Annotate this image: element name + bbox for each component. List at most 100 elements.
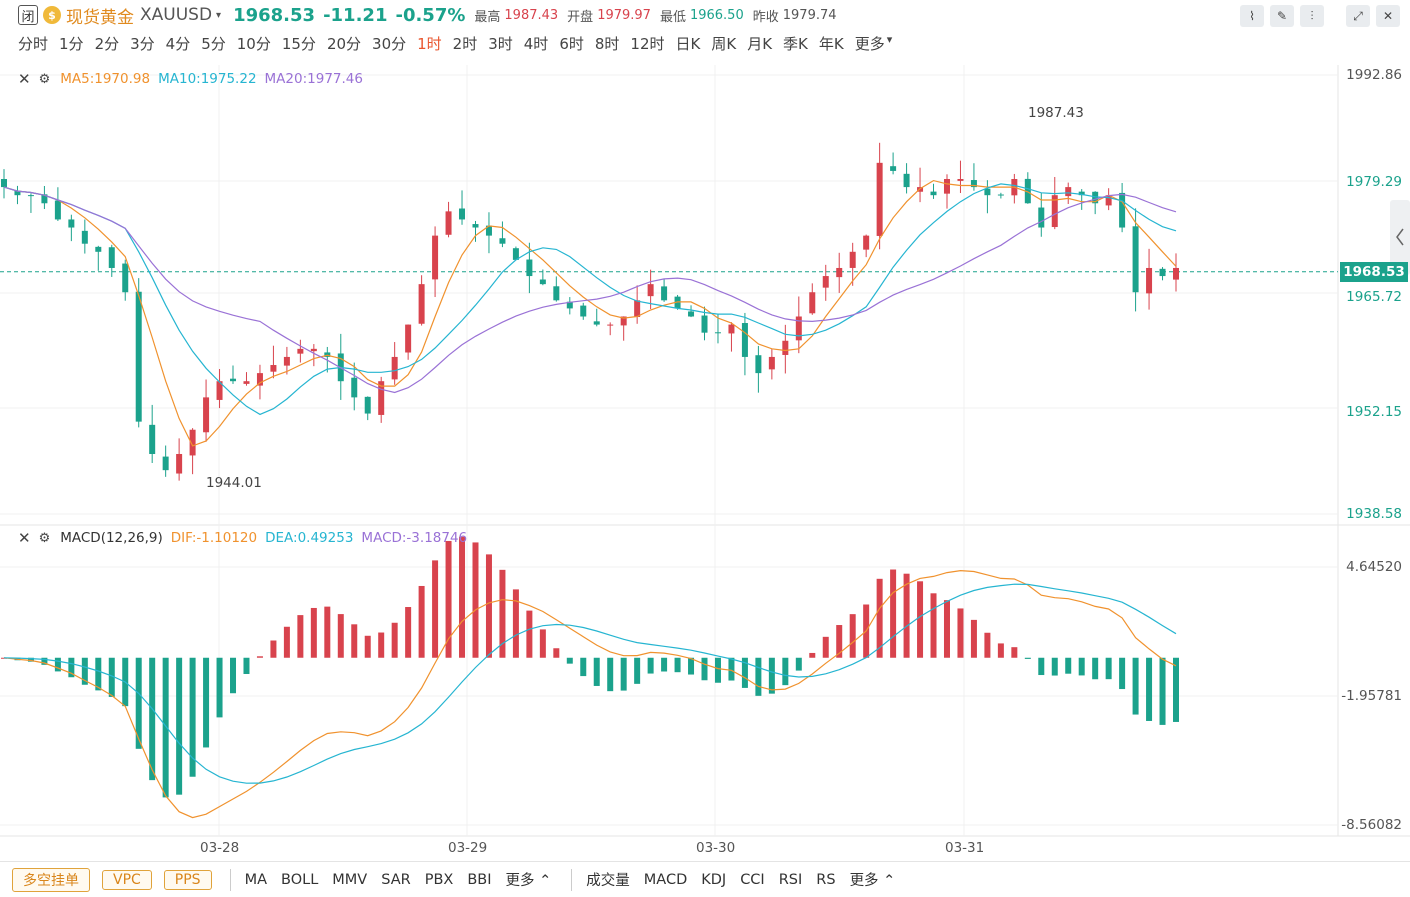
macd-bar — [1011, 647, 1018, 658]
macd-bar — [822, 636, 829, 658]
macd-bar — [162, 657, 169, 798]
period-17[interactable]: 日K — [675, 35, 701, 53]
macd-bar — [216, 657, 223, 718]
candle-body — [81, 230, 88, 244]
period-18[interactable]: 周K — [711, 35, 737, 53]
period-16[interactable]: 12时 — [630, 35, 665, 53]
macd-bar — [957, 608, 964, 658]
indicator-pbx[interactable]: PBX — [424, 871, 454, 888]
candle-body — [95, 246, 102, 252]
macd-bar — [81, 657, 88, 685]
indicator-bbi[interactable]: BBI — [467, 871, 492, 888]
ma5-line — [3, 179, 1177, 447]
macd-bar — [364, 635, 371, 658]
macd-bar — [701, 657, 708, 681]
indicator-mmv[interactable]: MMV — [332, 871, 368, 888]
candle-body — [526, 259, 533, 277]
period-2[interactable]: 2分 — [94, 35, 120, 53]
divider — [229, 868, 231, 891]
period-1[interactable]: 1分 — [59, 35, 84, 53]
candle-body — [203, 397, 210, 433]
price-change-pct: -0.57% — [395, 4, 466, 26]
gear-icon[interactable]: ⚙ — [38, 530, 51, 546]
more-sub-indicators[interactable]: 更多 ⌃ — [849, 873, 896, 889]
candle-body — [701, 315, 708, 333]
period-20[interactable]: 季K — [783, 35, 808, 53]
candle-body — [836, 267, 843, 278]
price-tick: 1992.86 — [1346, 67, 1402, 83]
candle-body — [930, 191, 937, 196]
indicator-rsi[interactable]: RSI — [778, 871, 803, 888]
candle-body — [593, 321, 600, 325]
macd-bar — [135, 657, 142, 749]
period-12[interactable]: 3时 — [488, 35, 513, 53]
close-icon[interactable]: ✕ — [18, 529, 31, 547]
macd-bar — [149, 657, 156, 781]
macd-bar — [270, 640, 277, 658]
macd-bar — [283, 626, 290, 658]
period-15[interactable]: 8时 — [594, 35, 620, 53]
kline-chart[interactable] — [0, 60, 1410, 860]
market-closed-badge: 闭 — [18, 5, 38, 25]
stat-low-label: 最低 — [659, 9, 686, 25]
more-main-indicators[interactable]: 更多 ⌃ — [505, 873, 552, 889]
close-icon[interactable]: ✕ — [1376, 5, 1400, 27]
indicator-cci[interactable]: CCI — [740, 871, 765, 888]
symbol-code[interactable]: XAUUSD — [140, 5, 213, 25]
indicator-boll[interactable]: BOLL — [281, 871, 319, 888]
vpc-button[interactable]: VPC — [102, 869, 152, 890]
indicator-rs[interactable]: RS — [816, 871, 836, 888]
period-6[interactable]: 10分 — [236, 35, 271, 53]
period-19[interactable]: 月K — [747, 35, 773, 53]
macd-tick: 4.64520 — [1346, 559, 1402, 575]
period-14[interactable]: 6时 — [559, 35, 584, 53]
candle-body — [634, 300, 641, 317]
indicator-volume[interactable]: 成交量 — [586, 873, 630, 889]
macd-bar — [68, 657, 75, 678]
period-13[interactable]: 4时 — [523, 35, 549, 53]
period-22[interactable]: 更多 — [854, 35, 885, 53]
period-5[interactable]: 5分 — [201, 35, 226, 53]
stat-open-label: 开盘 — [567, 9, 594, 25]
chevron-down-icon[interactable]: ▾ — [886, 33, 893, 46]
period-10[interactable]: 1时 — [417, 35, 442, 53]
candle-body — [822, 276, 829, 288]
candle-body — [1024, 178, 1031, 204]
period-21[interactable]: 年K — [818, 35, 844, 53]
indicator-macd[interactable]: MACD — [643, 871, 688, 888]
candle-body — [1105, 195, 1112, 206]
indicator-ma[interactable]: MA — [244, 871, 268, 888]
indicator-kdj[interactable]: KDJ — [701, 871, 727, 888]
macd-bar — [593, 657, 600, 686]
period-3[interactable]: 3分 — [130, 35, 155, 53]
high-annotation: 1987.43 — [1028, 105, 1084, 121]
candle-body — [970, 180, 977, 188]
candle-tool-icon[interactable]: ⫶ — [1300, 5, 1324, 27]
chevron-down-icon[interactable]: ▾ — [216, 9, 222, 21]
period-7[interactable]: 15分 — [281, 35, 316, 53]
close-icon[interactable]: ✕ — [18, 70, 31, 88]
period-9[interactable]: 30分 — [372, 35, 407, 53]
period-4[interactable]: 4分 — [165, 35, 191, 53]
macd-bar — [1065, 657, 1072, 674]
candle-body — [903, 173, 910, 188]
gear-icon[interactable]: ⚙ — [38, 71, 51, 87]
period-11[interactable]: 2时 — [452, 35, 478, 53]
candle-body — [661, 286, 668, 301]
line-tool-icon[interactable]: ⌇ — [1240, 5, 1264, 27]
period-8[interactable]: 20分 — [326, 35, 362, 53]
pps-button[interactable]: PPS — [163, 869, 212, 890]
macd-bar — [539, 629, 546, 658]
symbol-name[interactable]: 现货黄金 — [66, 7, 134, 28]
macd-bar — [472, 542, 479, 658]
indicator-sar[interactable]: SAR — [381, 871, 411, 888]
stat-low-value: 1966.50 — [689, 7, 744, 23]
long-short-orders-button[interactable]: 多空挂单 — [12, 867, 90, 892]
fullscreen-icon[interactable]: ⤢ — [1346, 5, 1370, 27]
main-legend: ✕ ⚙ MA5:1970.98 MA10:1975.22 MA20:1977.4… — [18, 70, 371, 88]
candle-body — [1078, 191, 1085, 196]
period-0[interactable]: 分时 — [18, 35, 49, 53]
candle-body — [324, 352, 331, 357]
draw-tool-icon[interactable]: ✎ — [1270, 5, 1294, 27]
ma10-value: MA10:1975.22 — [158, 71, 257, 87]
